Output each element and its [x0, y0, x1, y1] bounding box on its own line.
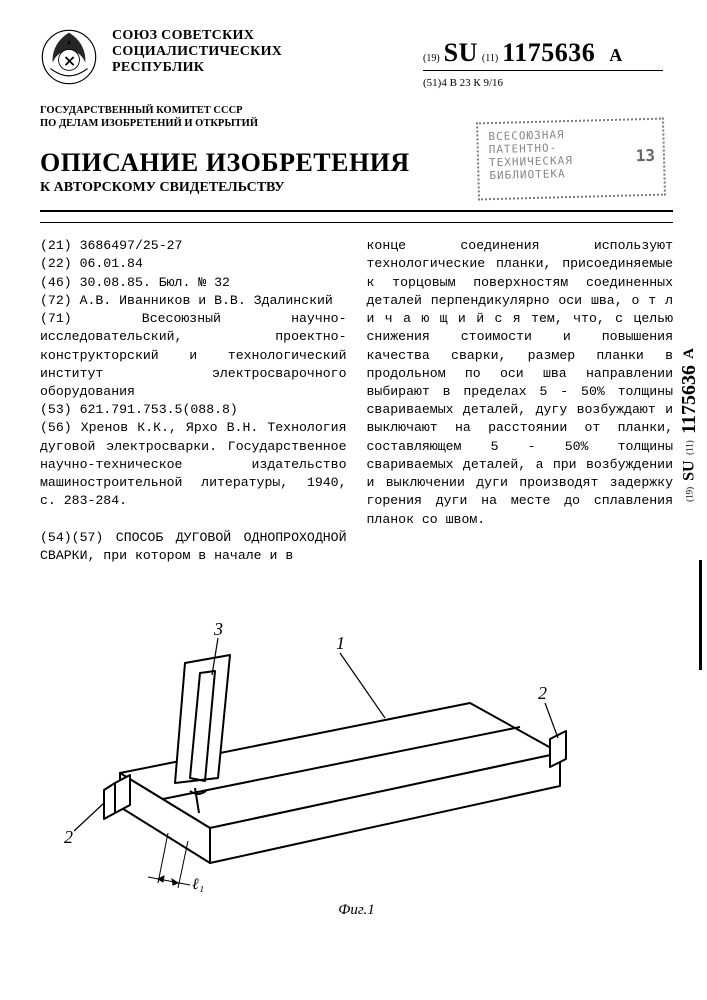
side-su: SU [681, 460, 699, 480]
issuer-line: СОЦИАЛИСТИЧЕСКИХ [112, 44, 282, 60]
side-kind: A [681, 348, 698, 359]
state-emblem [40, 28, 98, 86]
committee-line: ГОСУДАРСТВЕННЫЙ КОМИТЕТ СССР [40, 104, 673, 117]
side-document-code: (19) SU (11) 1175636 A [678, 348, 701, 502]
side-bar [699, 560, 702, 670]
code-country: SU [444, 38, 478, 68]
code-number: 1175636 [502, 38, 595, 68]
abstract-right: конце соединения используют технологичес… [367, 237, 674, 529]
abstract-columns: (21) 3686497/25-27 (22) 06.01.84 (46) 30… [40, 237, 673, 565]
side-19: (19) [685, 487, 695, 502]
library-stamp: ВСЕСОЮЗНАЯ ПАТЕНТНО- ТЕХНИЧЕСКАЯ БИБЛИОТ… [476, 118, 666, 201]
fig-label-3: 3 [213, 619, 223, 639]
code-11-label: (11) [482, 53, 498, 64]
code-19-label: (19) [423, 53, 440, 64]
ipc-code: В 23 К 9/16 [447, 77, 503, 89]
side-11: (11) [685, 440, 695, 455]
stamp-number: 13 [635, 146, 655, 165]
figure-caption: Фиг.1 [40, 902, 673, 919]
fig-label-1: 1 [336, 633, 345, 653]
fig-dimension: ℓ₁ [192, 876, 204, 893]
issuer-line: РЕСПУБЛИК [112, 60, 282, 76]
document-codes: (19) SU (11) 1175636 A (51)4 В 23 К 9/16 [423, 38, 663, 89]
ipc-prefix: (51)4 [423, 77, 447, 89]
abstract-left: (21) 3686497/25-27 (22) 06.01.84 (46) 30… [40, 237, 347, 565]
divider-thick [40, 210, 673, 212]
fig-label-2b: 2 [64, 827, 73, 847]
issuer-block: СОЮЗ СОВЕТСКИХ СОЦИАЛИСТИЧЕСКИХ РЕСПУБЛИ… [112, 28, 282, 76]
divider-thin [40, 222, 673, 223]
side-number: 1175636 [678, 365, 701, 434]
code-kind: A [609, 45, 622, 66]
fig-label-2: 2 [538, 683, 547, 703]
figure-1: 1 2 2 3 ℓ₁ Фиг.1 [40, 583, 673, 919]
issuer-line: СОЮЗ СОВЕТСКИХ [112, 28, 282, 44]
